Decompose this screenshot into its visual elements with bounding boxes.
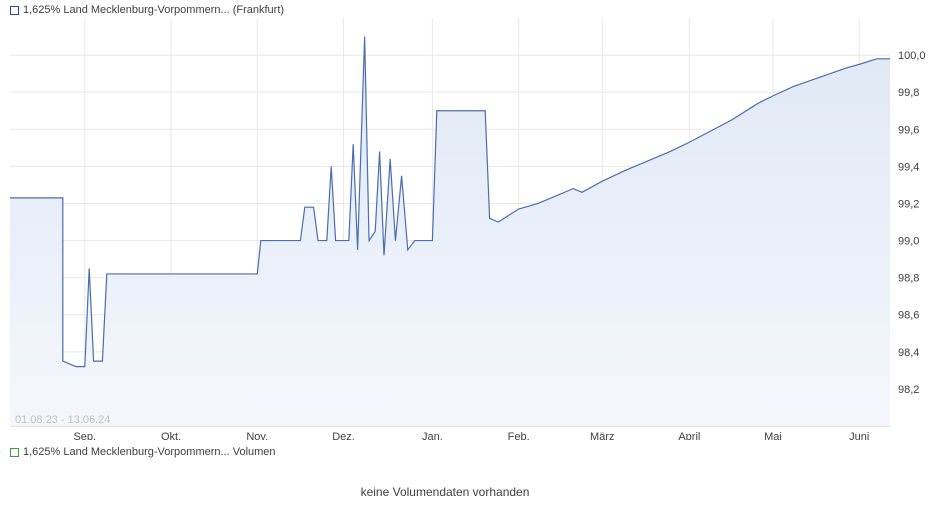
svg-text:Mai: Mai <box>764 431 782 440</box>
svg-text:98,6: 98,6 <box>898 310 919 322</box>
no-volume-text: keine Volumendaten vorhanden <box>0 485 890 499</box>
legend-price-label: 1,625% Land Mecklenburg-Vorpommern... (F… <box>23 4 284 16</box>
svg-text:99,2: 99,2 <box>898 198 919 210</box>
svg-text:Dez.: Dez. <box>332 431 355 440</box>
svg-text:Sep.: Sep. <box>73 431 96 440</box>
svg-text:99,6: 99,6 <box>898 124 919 136</box>
svg-text:Jan.: Jan. <box>422 431 443 440</box>
svg-text:98,2: 98,2 <box>898 384 919 396</box>
legend-price-swatch <box>10 6 19 15</box>
svg-text:März: März <box>590 431 614 440</box>
price-chart: 98,2 98,4 98,6 98,8 99,0 99,2 99,4 99,6 99,8 100,… <box>0 0 940 440</box>
legend-volume: 1,625% Land Mecklenburg-Vorpommern... Vo… <box>10 446 276 458</box>
svg-text:98,8: 98,8 <box>898 273 919 285</box>
svg-text:Feb.: Feb. <box>508 431 530 440</box>
svg-text:99,8: 99,8 <box>898 87 919 99</box>
legend-volume-label: 1,625% Land Mecklenburg-Vorpommern... Vo… <box>23 446 276 458</box>
svg-text:April: April <box>678 431 700 440</box>
svg-text:Okt.: Okt. <box>161 431 181 440</box>
svg-text:99,4: 99,4 <box>898 161 919 173</box>
svg-text:98,4: 98,4 <box>898 347 919 359</box>
chart-container: 1,625% Land Mecklenburg-Vorpommern... (F… <box>0 0 940 526</box>
svg-text:Nov.: Nov. <box>246 431 268 440</box>
svg-text:99,0: 99,0 <box>898 236 919 248</box>
svg-text:100,0: 100,0 <box>898 50 926 62</box>
legend-price: 1,625% Land Mecklenburg-Vorpommern... (F… <box>10 4 284 16</box>
date-range-label: 01.08.23 - 13.06.24 <box>15 414 110 426</box>
legend-volume-swatch <box>10 448 19 457</box>
svg-text:Juni: Juni <box>849 431 869 440</box>
